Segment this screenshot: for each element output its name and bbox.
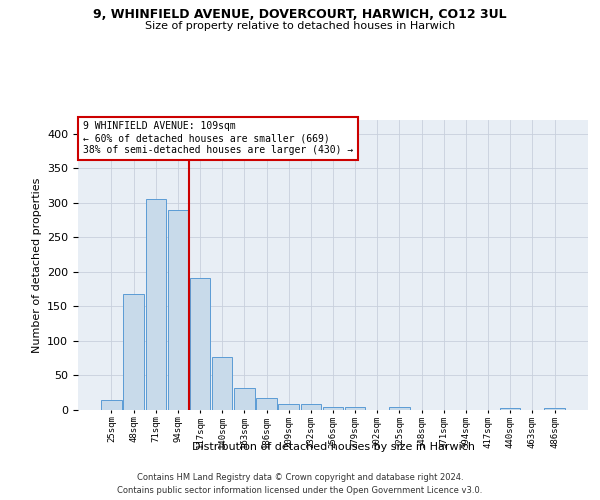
Text: Contains HM Land Registry data © Crown copyright and database right 2024.
Contai: Contains HM Land Registry data © Crown c… xyxy=(118,474,482,495)
Bar xyxy=(167,210,188,410)
Bar xyxy=(146,200,166,410)
Bar xyxy=(500,408,520,410)
Text: 9, WHINFIELD AVENUE, DOVERCOURT, HARWICH, CO12 3UL: 9, WHINFIELD AVENUE, DOVERCOURT, HARWICH… xyxy=(93,8,507,20)
Bar xyxy=(190,278,210,410)
Text: 9 WHINFIELD AVENUE: 109sqm
← 60% of detached houses are smaller (669)
38% of sem: 9 WHINFIELD AVENUE: 109sqm ← 60% of deta… xyxy=(83,122,353,154)
Bar xyxy=(101,400,122,410)
Bar xyxy=(323,406,343,410)
Bar xyxy=(389,407,410,410)
Text: Size of property relative to detached houses in Harwich: Size of property relative to detached ho… xyxy=(145,21,455,31)
Bar xyxy=(544,408,565,410)
Bar xyxy=(234,388,254,410)
Bar xyxy=(345,406,365,410)
Bar xyxy=(301,404,321,410)
Text: Distribution of detached houses by size in Harwich: Distribution of detached houses by size … xyxy=(191,442,475,452)
Bar xyxy=(124,294,144,410)
Bar xyxy=(256,398,277,410)
Y-axis label: Number of detached properties: Number of detached properties xyxy=(32,178,41,352)
Bar xyxy=(278,404,299,410)
Bar xyxy=(212,357,232,410)
